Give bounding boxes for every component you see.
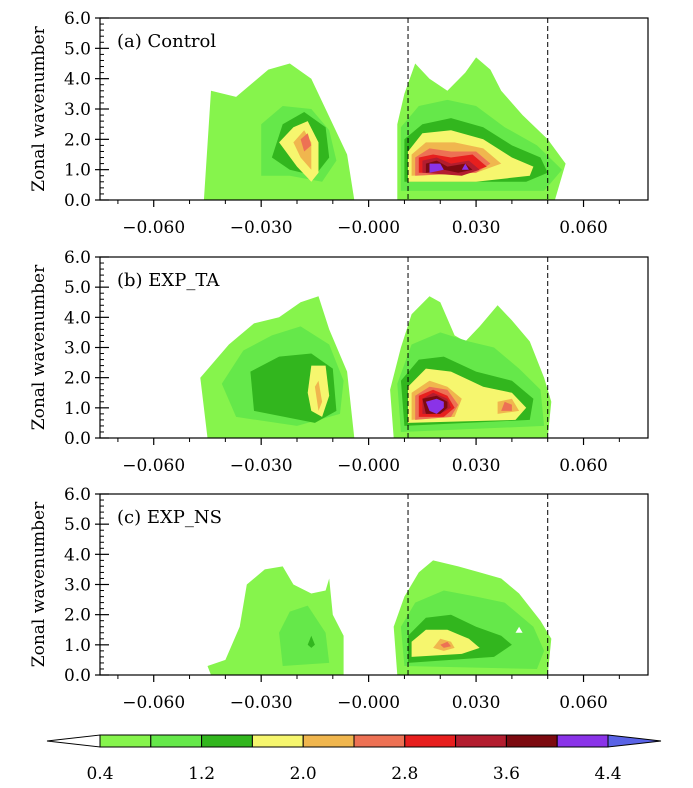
contour-region-level-5 (314, 380, 323, 411)
colorbar-box-6 (353, 734, 406, 748)
x-tick-label: 0.060 (559, 693, 608, 713)
colorbar-box-2 (150, 734, 203, 748)
y-tick-label: 4.0 (64, 545, 91, 565)
panel-a: 0.0 1.0 2.0 3.0 4.0 5.0 6.0 −0.060 −0.030 −0.000 0… (29, 9, 649, 238)
y-tick-label: 3.0 (64, 100, 91, 120)
panel-title: (c) EXP_NS (117, 507, 222, 528)
contour-region-level-6 (440, 641, 451, 648)
colorbar-tick-label: 3.6 (493, 764, 520, 784)
contour-region-level-10 (461, 163, 469, 170)
colorbar: 0.4 1.2 2.0 2.8 3.6 4.4 (46, 734, 662, 784)
panel-title: (b) EXP_TA (117, 270, 220, 291)
colorbar-box-1 (99, 734, 152, 748)
x-tick-label: 0.030 (452, 218, 501, 238)
y-tick-label: 3.0 (64, 339, 91, 359)
contour-region-level-0 (515, 626, 523, 633)
x-tick-label: 0.030 (452, 456, 501, 476)
y-tick-label: 4.0 (64, 308, 91, 328)
y-tick-label: 6.0 (64, 9, 91, 29)
colorbar-box-8 (455, 734, 507, 748)
y-axis-label: Zonal wavenumber (29, 264, 49, 430)
y-tick-label: 6.0 (64, 248, 91, 268)
panel-c: 0.0 1.0 2.0 3.0 4.0 5.0 6.0 −0.060 −0.030 −0.000 0… (29, 485, 649, 713)
y-tick-label: 6.0 (64, 485, 91, 505)
x-tick-label: −0.060 (122, 218, 185, 238)
contour-region-level-2 (279, 605, 330, 666)
contour-region-level-3 (307, 635, 315, 648)
colorbar-box-4 (251, 734, 304, 748)
y-tick-label: 3.0 (64, 576, 91, 596)
colorbar-box-5 (302, 734, 355, 748)
colorbar-triangle-left (46, 734, 101, 748)
y-tick-label: 1.0 (64, 161, 91, 181)
panel-title: (a) Control (117, 31, 216, 52)
y-tick-label: 1.0 (64, 636, 91, 656)
x-tick-label: −0.030 (230, 456, 293, 476)
contour-region-level-10 (429, 163, 444, 173)
x-tick-label: −0.030 (230, 218, 293, 238)
panel-b: 0.0 1.0 2.0 3.0 4.0 5.0 6.0 −0.060 −0.030 −0.000 0… (29, 248, 649, 476)
y-tick-label: 2.0 (64, 369, 91, 389)
colorbar-tick-label: 2.0 (290, 764, 317, 784)
colorbar-box-9 (505, 734, 558, 748)
colorbar-box-10 (556, 734, 609, 748)
y-tick-label: 5.0 (64, 515, 91, 535)
y-tick-label: 0.0 (64, 666, 91, 686)
contour-region-level-6 (300, 133, 312, 152)
contour-region-level-6 (501, 401, 512, 411)
panels: 0.0 1.0 2.0 3.0 4.0 5.0 6.0 −0.060 −0.030 −0.000 0… (29, 9, 649, 713)
contour-layer (207, 560, 552, 675)
contour-layer (203, 57, 566, 200)
x-tick-label: −0.000 (337, 693, 400, 713)
x-tick-label: 0.060 (559, 456, 608, 476)
y-axis-label: Zonal wavenumber (29, 501, 49, 667)
colorbar-triangle-right (607, 734, 662, 748)
x-tick-label: 0.060 (559, 218, 608, 238)
x-tick-label: −0.030 (230, 693, 293, 713)
y-axis-label: Zonal wavenumber (29, 25, 49, 191)
colorbar-box-7 (404, 734, 457, 748)
colorbar-tick-label: 2.8 (391, 764, 418, 784)
y-tick-label: 0.0 (64, 429, 91, 449)
y-tick-label: 5.0 (64, 39, 91, 59)
y-tick-label: 2.0 (64, 606, 91, 626)
colorbar-tick-label: 1.2 (188, 764, 215, 784)
colorbar-box-3 (201, 734, 253, 748)
x-tick-label: −0.060 (122, 693, 185, 713)
colorbar-tick-label: 0.4 (86, 764, 113, 784)
x-tick-label: −0.000 (337, 456, 400, 476)
contour-region-level-10 (425, 398, 444, 414)
colorbar-tick-label: 4.4 (594, 764, 621, 784)
x-tick-label: −0.060 (122, 456, 185, 476)
y-tick-label: 0.0 (64, 191, 91, 211)
x-tick-label: −0.000 (337, 218, 400, 238)
x-tick-label: 0.030 (452, 693, 501, 713)
y-tick-label: 2.0 (64, 130, 91, 150)
y-tick-label: 5.0 (64, 278, 91, 298)
y-tick-label: 4.0 (64, 70, 91, 90)
contour-layer (200, 296, 552, 438)
y-tick-label: 1.0 (64, 399, 91, 419)
